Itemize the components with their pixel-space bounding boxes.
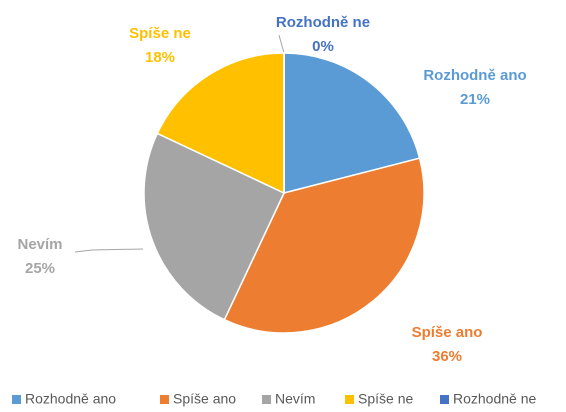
legend-swatch: [160, 395, 169, 404]
leader-line: [74, 248, 144, 253]
data-label-name: Nevím: [17, 236, 62, 253]
pie-slice: [223, 157, 425, 334]
data-label-value: 18%: [145, 49, 175, 66]
data-label-value: 36%: [432, 348, 462, 365]
data-label-name: Spíše ne: [129, 25, 191, 42]
leader-line: [278, 34, 285, 54]
pie-slice: [143, 132, 285, 321]
legend-label: Spíše ne: [358, 391, 413, 407]
legend-label: Rozhodně ne: [453, 391, 537, 407]
legend-swatch: [12, 395, 21, 404]
data-label-value: 21%: [460, 91, 490, 108]
legend-label: Spíše ano: [173, 391, 236, 407]
legend-swatch: [440, 395, 449, 404]
pie-slice: [156, 52, 285, 195]
legend-swatch: [345, 395, 354, 404]
data-label-name: Rozhodně ano: [423, 67, 526, 84]
legend-label: Nevím: [275, 391, 315, 407]
data-label-value: 0%: [312, 38, 334, 55]
data-label-name: Spíše ano: [412, 324, 483, 341]
pie-slice: [283, 52, 421, 194]
legend-label: Rozhodně ano: [25, 391, 116, 407]
legend-swatch: [262, 395, 271, 404]
data-label-name: Rozhodně ne: [276, 14, 370, 31]
data-label-value: 25%: [25, 260, 55, 277]
